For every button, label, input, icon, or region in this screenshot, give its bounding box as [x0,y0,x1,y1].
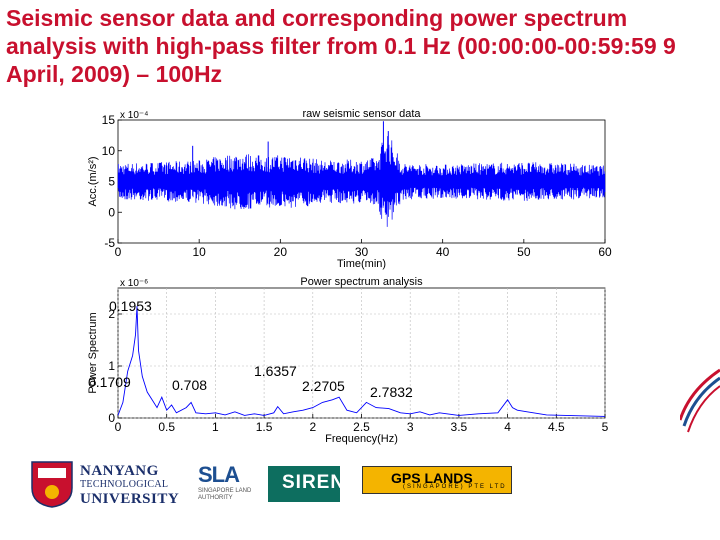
x-tick-label: 10 [192,245,206,259]
gps-logo-text: GPS LANDS [391,470,473,486]
peak-label: 1.6357 [254,363,297,379]
x-tick-label: 4 [504,420,511,434]
x-tick-label: 0 [115,245,122,259]
gps-logo-subtext: (SINGAPORE) PTE LTD [403,484,507,490]
y-tick-label: -5 [104,236,115,250]
x-tick-label: 40 [436,245,450,259]
peak-label: 0.708 [172,377,208,393]
x-tick-label: 20 [274,245,288,259]
seismic-signal-line [117,136,606,227]
ntu-line1: NANYANG [80,463,159,479]
decorative-swoosh [680,368,720,433]
slide-title: Seismic sensor data and corresponding po… [6,5,676,87]
sirent-logo: SIRENT [268,466,357,502]
y-tick-label: 5 [108,175,115,189]
x-tick-label: 30 [355,245,369,259]
power-spectrum-chart: 0 0.5 1 1.5 2 2.5 3 3.5 4 4.5 5 0 1 2 Power spectrum a… [87,276,609,445]
peak-label: 0.1953 [109,298,152,314]
y-multiplier-label: x 10⁻⁴ [120,110,148,121]
x-tick-label: 3 [407,420,414,434]
ntu-logo-text: NANYANG TECHNOLOGICAL UNIVERSITY [80,464,179,514]
x-tick-label: 4.5 [548,420,565,434]
y-tick-label: 0 [108,411,115,425]
x-axis-label: Frequency(Hz) [325,433,398,445]
sla-logo-text: SLA [198,462,240,487]
x-tick-label: 50 [517,245,531,259]
sla-logo-subtext: SINGAPORE LAND AUTHORITY [198,488,252,501]
gps-lands-logo: GPS LANDS (SINGAPORE) PTE LTD [362,466,512,494]
x-axis-label: Time(min) [337,258,386,270]
chart-title: raw seismic sensor data [303,108,422,120]
x-tick-label: 1 [212,420,219,434]
ntu-line2: TECHNOLOGICAL [80,479,169,490]
ntu-line3: UNIVERSITY [80,491,180,507]
y-tick-label: 10 [102,144,116,158]
logo-strip: NANYANG TECHNOLOGICAL UNIVERSITY SLA SIN… [30,460,520,510]
x-tick-label: 0.5 [158,420,175,434]
y-tick-label: 15 [102,113,116,127]
y-axis-label: Acc.(m/s²) [87,156,99,206]
x-tick-label: 2 [309,420,316,434]
y-tick-label: 0 [108,205,115,219]
sla-logo: SLA SINGAPORE LAND AUTHORITY [198,462,262,512]
x-tick-label: 60 [598,245,612,259]
x-tick-label: 2.5 [353,420,370,434]
ntu-crest-icon [31,461,73,508]
sirent-logo-text: SIRENT [282,472,358,493]
peak-label: 2.2705 [302,378,345,394]
x-tick-label: 3.5 [451,420,468,434]
power-spectrum-line [117,306,606,417]
y-axis-label: Power Spectrum [87,312,99,393]
y-multiplier-label: x 10⁻⁶ [120,278,148,289]
x-tick-label: 5 [602,420,609,434]
y-tick-label: 1 [108,359,115,373]
chart-title: Power spectrum analysis [300,276,423,288]
peak-label: 0.1709 [88,374,131,390]
x-tick-label: 1.5 [256,420,273,434]
y-tick-label: 2 [108,307,115,321]
peak-label: 2.7832 [370,384,413,400]
x-tick-label: 0 [115,420,122,434]
